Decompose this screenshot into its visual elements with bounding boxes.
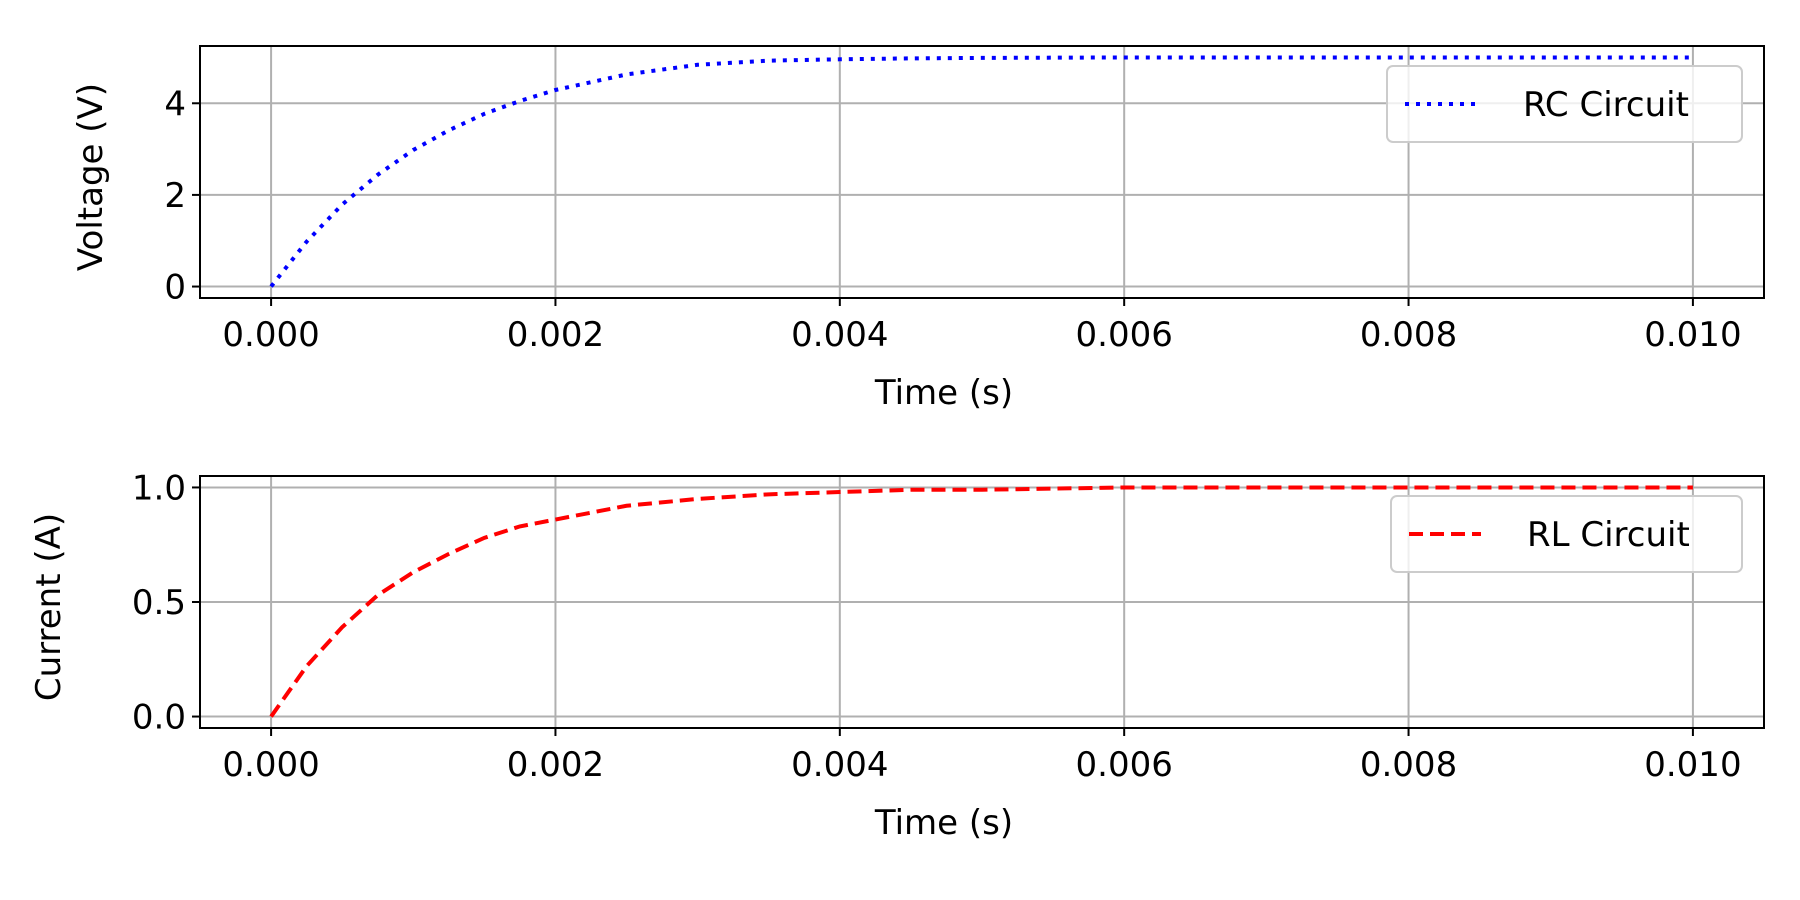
y-tick-label: 2: [164, 176, 186, 216]
x-tick-label: 0.000: [222, 745, 319, 785]
legend-frame: [1386, 65, 1743, 143]
x-axis-label: Time (s): [874, 803, 1013, 843]
legend-frame: [1390, 495, 1743, 573]
x-tick-label: 0.008: [1360, 315, 1457, 355]
x-axis-label: Time (s): [874, 373, 1013, 413]
y-axis-label: Current (A): [29, 513, 69, 701]
x-tick-label: 0.000: [222, 315, 319, 355]
x-tick-label: 0.010: [1644, 745, 1741, 785]
y-tick-label: 0: [164, 268, 186, 308]
x-tick-label: 0.002: [507, 315, 604, 355]
x-tick-label: 0.006: [1076, 315, 1173, 355]
y-axis-label: Voltage (V): [71, 83, 111, 271]
x-tick-label: 0.006: [1076, 745, 1173, 785]
legend: RC Circuit: [1386, 65, 1743, 143]
series-line-rl-circuit: [269, 485, 1693, 718]
axes-frame: [199, 45, 1765, 299]
y-tick-label: 4: [164, 84, 186, 124]
y-tick-label: 1.0: [132, 468, 186, 508]
x-tick-label: 0.008: [1360, 745, 1457, 785]
legend: RL Circuit: [1390, 495, 1743, 573]
y-tick-label: 0.5: [132, 583, 186, 623]
x-tick-label: 0.004: [791, 315, 888, 355]
subplot-1: 0.000 0.002 0.004 0.006 0.008 0.010 0 2 4 Time (s…: [71, 45, 1765, 413]
legend-label: RC Circuit: [1523, 85, 1689, 125]
legend-label: RL Circuit: [1527, 515, 1690, 555]
subplot-2: 0.000 0.002 0.004 0.006 0.008 0.010 0.0 0.5 1.0 T…: [29, 468, 1765, 843]
x-tick-label: 0.010: [1644, 315, 1741, 355]
y-tick-label: 0.0: [132, 698, 186, 738]
x-tick-label: 0.004: [791, 745, 888, 785]
x-tick-label: 0.002: [507, 745, 604, 785]
